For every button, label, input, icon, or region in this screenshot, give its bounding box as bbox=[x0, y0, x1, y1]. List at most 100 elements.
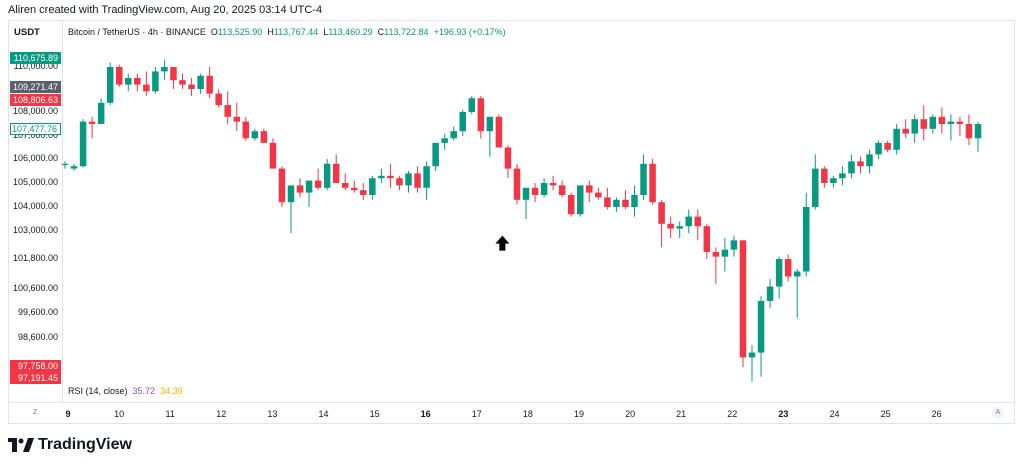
candle-body bbox=[640, 163, 647, 195]
candle bbox=[332, 154, 340, 183]
candle-body bbox=[558, 185, 566, 195]
candle-body bbox=[215, 93, 222, 106]
candle bbox=[793, 269, 801, 318]
rsi-value-1: 35.72 bbox=[132, 386, 156, 396]
candle bbox=[531, 183, 539, 203]
candle bbox=[848, 154, 855, 179]
candle bbox=[577, 185, 584, 217]
candle bbox=[170, 67, 177, 89]
candle bbox=[821, 166, 828, 188]
auto-scale-button[interactable]: A bbox=[992, 407, 1004, 419]
time-tick-label: 11 bbox=[165, 409, 175, 419]
candle bbox=[730, 235, 738, 257]
open-prefix: O bbox=[210, 27, 218, 37]
candle bbox=[875, 140, 882, 159]
candle-body bbox=[495, 116, 503, 148]
candle bbox=[97, 98, 105, 124]
candle bbox=[242, 116, 250, 141]
candle-body bbox=[775, 259, 783, 287]
candle-body bbox=[567, 195, 575, 215]
candle bbox=[134, 73, 141, 92]
candle-body bbox=[757, 301, 765, 353]
time-tick-label: 15 bbox=[369, 409, 380, 419]
candle bbox=[766, 279, 774, 309]
rsi-value-2: 34.39 bbox=[160, 386, 183, 396]
price-tick-label: 104,000.00 bbox=[12, 201, 58, 211]
candle-body bbox=[595, 192, 602, 198]
high-prefix: H bbox=[267, 27, 274, 37]
candle bbox=[522, 187, 530, 219]
candle-body bbox=[341, 183, 349, 188]
candle-body bbox=[965, 124, 973, 139]
time-axis-border bbox=[9, 402, 1014, 403]
tradingview-logo: TradingView bbox=[8, 436, 132, 454]
candle bbox=[812, 154, 819, 210]
candle bbox=[369, 175, 376, 200]
candle bbox=[432, 142, 439, 171]
candle bbox=[70, 163, 78, 171]
price-tick-label: 99,600.00 bbox=[17, 307, 58, 317]
candle bbox=[866, 149, 873, 174]
symbol-legend[interactable]: Bitcoin / TetherUS · 4h · BINANCE O113,5… bbox=[68, 27, 506, 37]
time-tick-label: 25 bbox=[880, 409, 891, 419]
candle-body bbox=[947, 121, 955, 124]
candle bbox=[179, 73, 186, 89]
candle bbox=[414, 166, 421, 193]
candle-body bbox=[974, 124, 982, 139]
candle-body bbox=[206, 75, 213, 94]
candle-body bbox=[459, 112, 466, 132]
candle-body bbox=[233, 116, 241, 122]
brand-name: TradingView bbox=[38, 436, 132, 453]
candle bbox=[658, 199, 665, 248]
candle-body bbox=[658, 202, 665, 224]
zoom-reset-button[interactable]: Z bbox=[32, 409, 38, 416]
candle-body bbox=[604, 197, 611, 207]
candle-body bbox=[125, 78, 132, 85]
candle-body bbox=[911, 119, 918, 134]
candle bbox=[387, 163, 394, 188]
candle-body bbox=[351, 187, 358, 191]
candle bbox=[540, 178, 548, 198]
candle bbox=[396, 175, 403, 191]
candle-body bbox=[251, 131, 259, 139]
candle-body bbox=[387, 175, 394, 179]
price-tick-label: 108,000.00 bbox=[12, 106, 58, 116]
candle bbox=[947, 114, 955, 141]
candle bbox=[423, 161, 430, 200]
candle-body bbox=[920, 119, 928, 129]
candle bbox=[323, 159, 331, 191]
candle-body bbox=[269, 142, 277, 169]
time-tick-label: 17 bbox=[471, 409, 482, 419]
candle-body bbox=[423, 166, 430, 188]
candle-body bbox=[721, 249, 729, 257]
candle bbox=[360, 183, 367, 200]
candle-body bbox=[405, 173, 412, 186]
candle-body bbox=[577, 185, 584, 215]
candle-body bbox=[188, 84, 195, 89]
candle bbox=[468, 95, 476, 115]
candle bbox=[296, 178, 304, 198]
candle-body bbox=[179, 80, 186, 85]
candle-body bbox=[441, 138, 448, 143]
candle-body bbox=[676, 226, 683, 229]
candle-body bbox=[631, 195, 638, 207]
chart-caption: Aliren created with TradingView.com, Aug… bbox=[8, 4, 323, 16]
candle-body bbox=[369, 178, 376, 195]
candle bbox=[974, 121, 982, 153]
candle-body bbox=[115, 67, 123, 85]
candle-body bbox=[504, 147, 512, 169]
candle bbox=[685, 209, 692, 234]
candle-body bbox=[739, 240, 747, 358]
candle-body bbox=[866, 154, 873, 167]
time-tick-label: 23 bbox=[778, 409, 789, 419]
price-tag: 110,675.89 bbox=[10, 52, 61, 64]
price-unit[interactable]: USDT bbox=[14, 27, 40, 38]
candle bbox=[341, 173, 349, 191]
time-tick-label: 9 bbox=[65, 409, 71, 419]
candle-body bbox=[956, 121, 964, 124]
time-tick-label: 24 bbox=[829, 409, 840, 419]
candle-body bbox=[613, 199, 620, 207]
rsi-legend[interactable]: RSI (14, close) 35.72 34.39 bbox=[68, 386, 183, 396]
candle-body bbox=[784, 259, 792, 277]
